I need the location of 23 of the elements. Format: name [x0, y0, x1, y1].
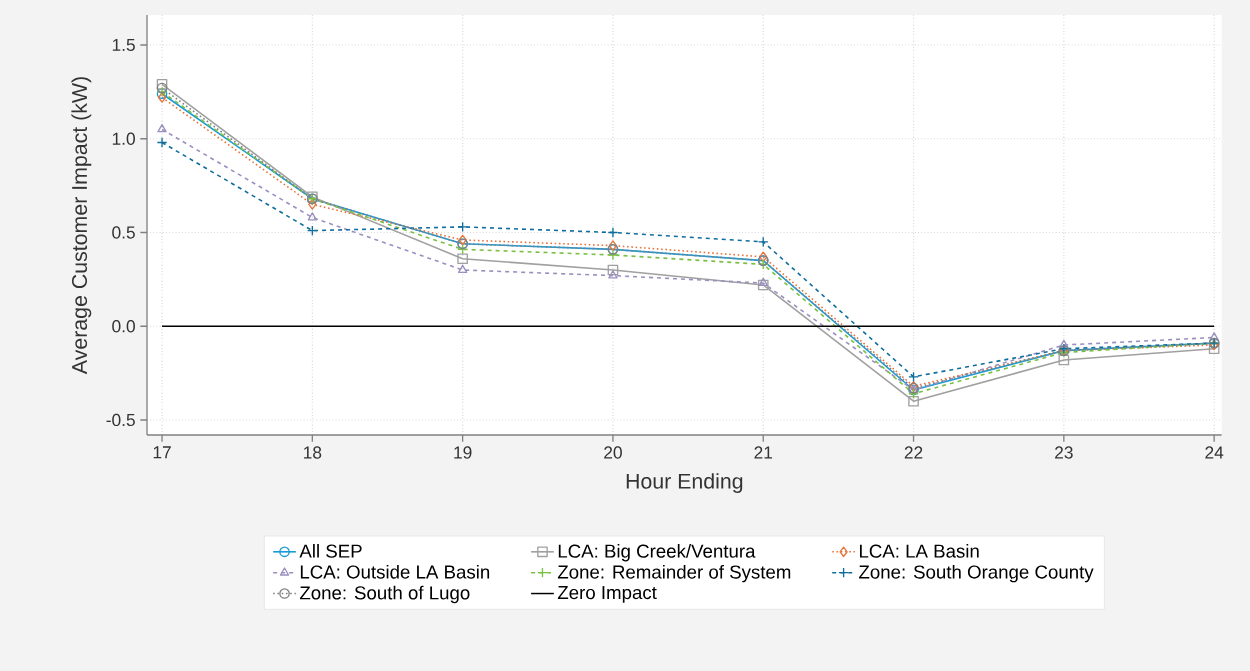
x-tick-label: 19 — [454, 446, 472, 459]
x-tick-label: 18 — [304, 446, 322, 459]
y-tick-label: 1.5 — [112, 38, 135, 52]
x-tick-label: 24 — [1205, 446, 1224, 459]
legend-label: Zone: Remainder of System — [557, 564, 791, 583]
x-axis-title: Hour Ending — [626, 473, 743, 494]
legend-label: LCA: Big Creek/Ventura — [558, 544, 756, 562]
legend-label: Zone: South Orange County — [859, 564, 1094, 583]
legend-label: Zone: South of Lugo — [299, 585, 470, 604]
legend-label: Zero Impact — [557, 586, 657, 603]
y-tick-label: 0.0 — [112, 320, 135, 333]
x-tick-label: 22 — [904, 446, 923, 459]
x-tick-label: 23 — [1055, 446, 1073, 459]
y-axis-title: Average Customer Impact (kW) — [71, 77, 92, 375]
y-tick-label: -0.5 — [106, 413, 135, 427]
x-tick-label: 21 — [754, 446, 773, 459]
y-tick-label: 1.0 — [112, 132, 135, 145]
legend-label: All SEP — [299, 544, 362, 558]
x-tick-label: 20 — [604, 446, 622, 459]
legend-label: LCA: Outside LA Basin — [300, 564, 490, 579]
legend-label: LCA: LA Basin — [859, 544, 979, 558]
y-tick-label: 0.5 — [112, 226, 135, 239]
x-tick-label: 17 — [153, 446, 171, 459]
